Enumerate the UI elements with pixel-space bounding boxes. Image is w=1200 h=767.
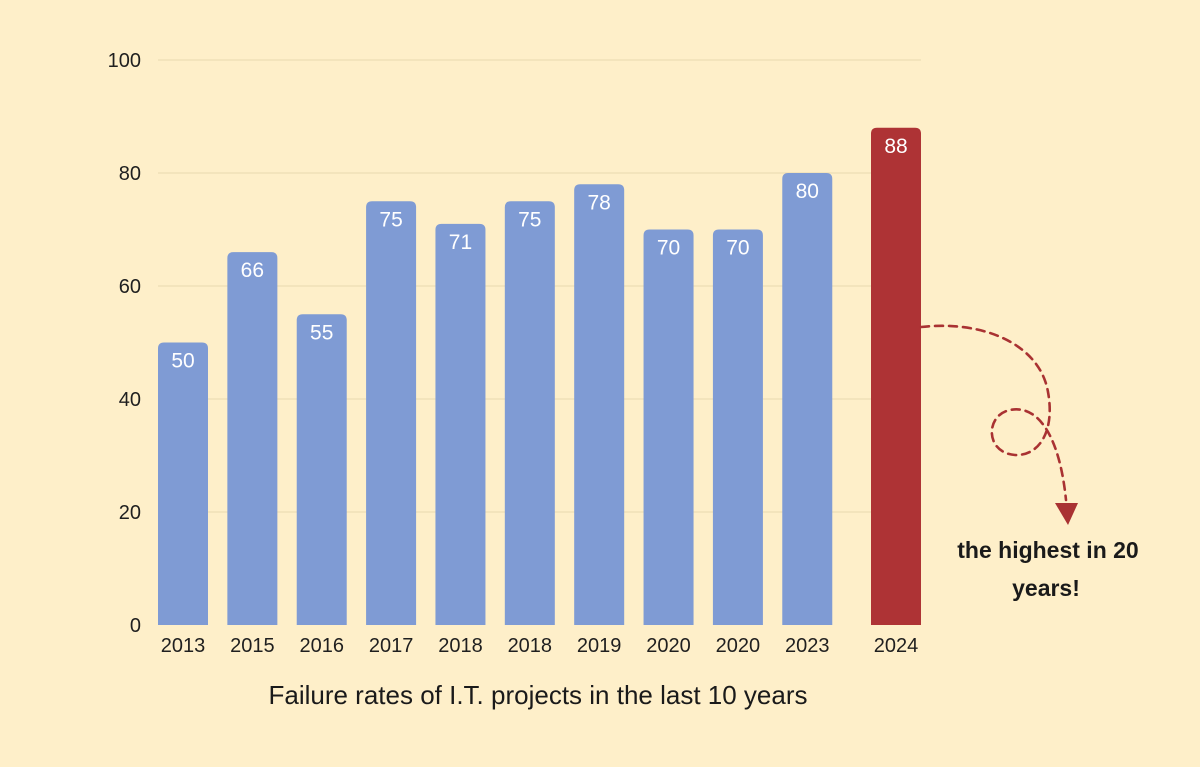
bar-value-label: 75 — [518, 208, 541, 231]
bar — [643, 229, 694, 625]
y-tick-label: 100 — [108, 50, 141, 72]
x-tick-label: 2020 — [716, 635, 761, 657]
bar-value-label: 80 — [796, 180, 819, 203]
bar — [504, 201, 555, 625]
x-tick-label: 2016 — [299, 635, 344, 657]
annotation-line-2: years! — [1012, 575, 1080, 601]
bar — [158, 342, 208, 625]
bar — [296, 314, 347, 625]
bar-value-label: 55 — [310, 321, 333, 344]
x-tick-label: 2024 — [874, 635, 919, 657]
y-tick-label: 0 — [130, 615, 141, 637]
bar-value-label: 50 — [171, 350, 194, 373]
bar-value-label: 70 — [726, 237, 749, 260]
x-tick-label: 2013 — [161, 635, 206, 657]
x-tick-label: 2018 — [508, 635, 553, 657]
bar — [366, 201, 417, 625]
y-tick-label: 80 — [119, 163, 141, 185]
annotation-line-1: the highest in 20 — [957, 537, 1138, 563]
bar-value-label: 66 — [241, 259, 264, 282]
x-tick-label: 2019 — [577, 635, 622, 657]
bar — [712, 229, 763, 625]
bar — [435, 223, 486, 625]
x-tick-label: 2015 — [230, 635, 275, 657]
x-tick-label: 2018 — [438, 635, 483, 657]
y-tick-label: 60 — [119, 276, 141, 298]
bar-value-label: 78 — [588, 191, 611, 214]
x-tick-label: 2017 — [369, 635, 414, 657]
bars — [158, 127, 921, 626]
x-tick-label: 2020 — [646, 635, 691, 657]
value-labels: 50 66 55 75 71 75 78 70 70 80 88 — [171, 135, 907, 373]
y-axis-ticks: 0 20 40 60 80 100 — [108, 50, 141, 637]
annotation-arrow — [919, 324, 1078, 525]
y-tick-label: 40 — [119, 389, 141, 411]
bar-highlight — [871, 127, 921, 626]
x-axis-ticks: 2013 2015 2016 2017 2018 2018 2019 2020 2020 2023… — [161, 635, 919, 657]
chart-caption: Failure rates of I.T. projects in the la… — [268, 680, 807, 710]
y-tick-label: 20 — [119, 502, 141, 524]
x-tick-label: 2023 — [785, 635, 830, 657]
bar-value-label: 71 — [449, 231, 472, 254]
bar-value-label: 88 — [884, 135, 907, 158]
bar — [574, 184, 625, 626]
bar — [782, 173, 833, 625]
bar — [227, 252, 278, 625]
bar-value-label: 75 — [379, 208, 402, 231]
bar-value-label: 70 — [657, 237, 680, 260]
